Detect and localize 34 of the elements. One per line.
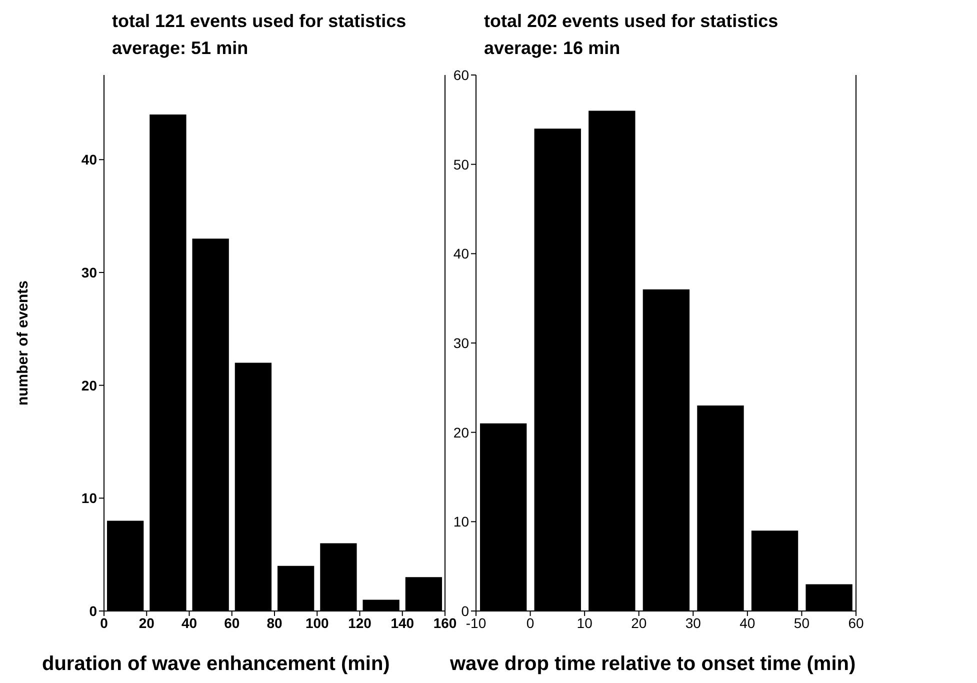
y-tick-label: 20	[81, 377, 98, 394]
x-tick-label: 20	[138, 614, 155, 631]
x-tick-label: 0	[100, 614, 108, 631]
y-tick-label: 50	[453, 156, 470, 172]
y-tick-label: 20	[453, 424, 470, 440]
y-tick-label: 40	[81, 152, 98, 168]
x-axis-title: wave drop time relative to onset time (min)	[450, 653, 857, 676]
y-tick-label: 60	[453, 66, 470, 83]
x-tick-label: 60	[224, 614, 240, 631]
chart-subtitle: average: 51 min	[112, 37, 250, 60]
chart-title: total 121 events used for statistics	[112, 10, 408, 33]
y-tick-label: 10	[81, 490, 98, 506]
x-axis-title: duration of wave enhancement (min)	[42, 653, 390, 675]
x-tick-label: 30	[685, 614, 702, 631]
chart-title: total 202 events used for statistics	[484, 10, 780, 33]
y-tick-label: 30	[81, 264, 98, 280]
x-tick-label: 50	[794, 614, 810, 631]
y-tick-label: 30	[453, 334, 470, 351]
x-tick-label: 160	[433, 614, 457, 631]
x-tick-label: 80	[266, 614, 282, 631]
x-tick-label: 120	[348, 614, 372, 631]
chart-subtitle: average: 16 min	[484, 37, 622, 60]
x-tick-label: 10	[576, 614, 593, 631]
x-tick-label: 0	[526, 614, 534, 631]
y-tick-label: 40	[453, 246, 470, 262]
x-tick-label: 40	[181, 614, 198, 631]
x-tick-label: 40	[740, 614, 756, 631]
x-tick-label: 100	[305, 614, 330, 631]
y-axis-title: number of events	[14, 280, 32, 406]
x-tick-label: 20	[631, 614, 647, 631]
x-tick-label: 60	[848, 614, 864, 631]
x-tick-label: 140	[390, 614, 414, 631]
y-tick-label: 0	[89, 602, 98, 619]
y-tick-label: 10	[453, 514, 470, 530]
